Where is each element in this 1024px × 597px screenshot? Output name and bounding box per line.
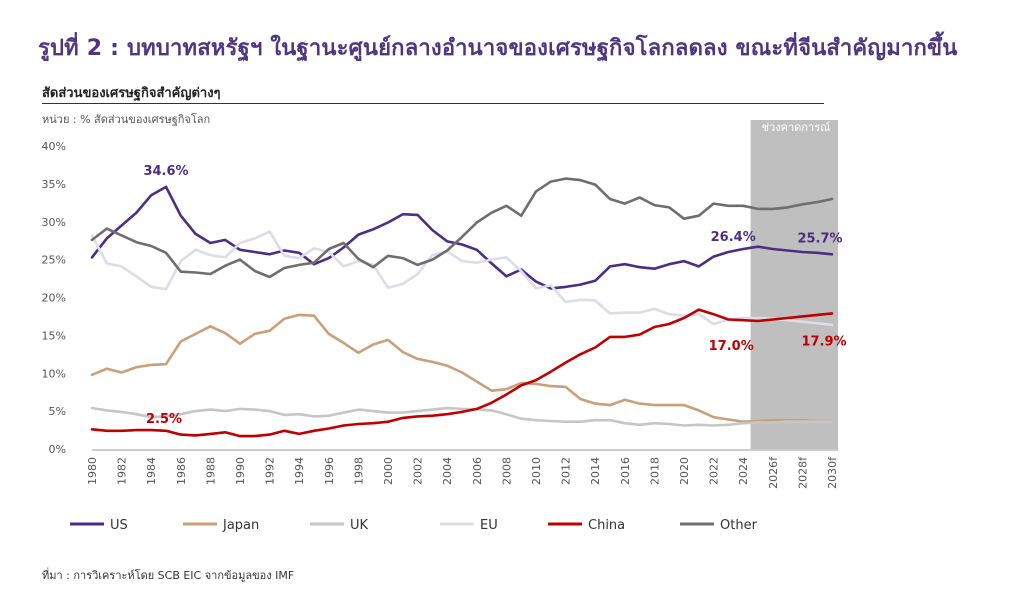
data-label: 17.0% [709,339,754,354]
x-tick-label: 2002 [412,457,425,485]
source-note: ที่มา : การวิเคราะห์โดย SCB EIC จากข้อมู… [42,569,295,582]
x-tick-label: 2014 [589,457,602,485]
x-tick-label: 2016 [619,457,632,485]
data-label: 26.4% [711,230,756,245]
header-rule [42,103,824,104]
y-tick-label: 40% [42,140,66,153]
x-tick-label: 1988 [204,457,217,485]
legend-label: EU [480,518,498,533]
legend-label: Japan [222,518,259,533]
series-line-japan [90,313,834,423]
data-label: 17.9% [801,334,846,349]
x-tick-label: 1998 [352,457,365,485]
series-line-uk [90,406,834,427]
series-line-other [90,177,834,279]
y-tick-label: 5% [49,405,66,418]
x-tick-label: 1986 [175,457,188,485]
x-tick-label: 1992 [264,457,277,485]
y-tick-label: 35% [42,178,66,191]
figure-title: รูปที่ 2 : บทบาทสหรัฐฯ ในฐานะศูนย์กลางอำ… [38,36,958,61]
x-tick-label: 2030f [826,456,839,489]
x-tick-label: 2024 [737,457,750,485]
x-tick-label: 2028f [796,456,809,489]
x-tick-label: 2006 [471,457,484,485]
unit-label: หน่วย : % สัดส่วนของเศรษฐกิจโลก [42,113,211,126]
x-tick-label: 1980 [86,457,99,485]
data-label: 25.7% [797,231,842,246]
forecast-label: ช่วงคาดการณ์ [762,121,831,134]
x-tick-label: 1996 [323,457,336,485]
y-tick-label: 25% [42,254,66,267]
y-tick-label: 20% [42,292,66,305]
series-line-eu [90,230,834,327]
y-tick-label: 10% [42,367,66,380]
x-tick-label: 2004 [441,457,454,485]
x-tick-label: 2000 [382,457,395,485]
legend-label: UK [350,518,369,533]
y-tick-label: 15% [42,329,66,342]
x-tick-label: 1984 [145,457,158,485]
x-tick-label: 2026f [767,456,780,489]
y-tick-label: 30% [42,216,66,229]
forecast-region [750,120,838,449]
x-tick-label: 1994 [293,457,306,485]
x-tick-label: 2018 [648,457,661,485]
x-tick-label: 1982 [116,457,129,485]
x-tick-label: 1990 [234,457,247,485]
x-tick-label: 2022 [708,457,721,485]
legend-label: US [110,518,128,533]
data-label: 2.5% [146,412,182,427]
x-tick-label: 2010 [530,457,543,485]
y-tick-label: 0% [49,443,66,456]
data-label: 34.6% [143,164,188,179]
x-tick-label: 2012 [560,457,573,485]
x-tick-label: 2008 [500,457,513,485]
legend-label: China [588,518,625,533]
chart-subtitle: สัดส่วนของเศรษฐกิจสำคัญต่างๆ [42,86,221,101]
series-line-china [90,308,834,438]
x-tick-label: 2020 [678,457,691,485]
series-line-us [90,185,834,290]
legend-label: Other [720,518,758,533]
